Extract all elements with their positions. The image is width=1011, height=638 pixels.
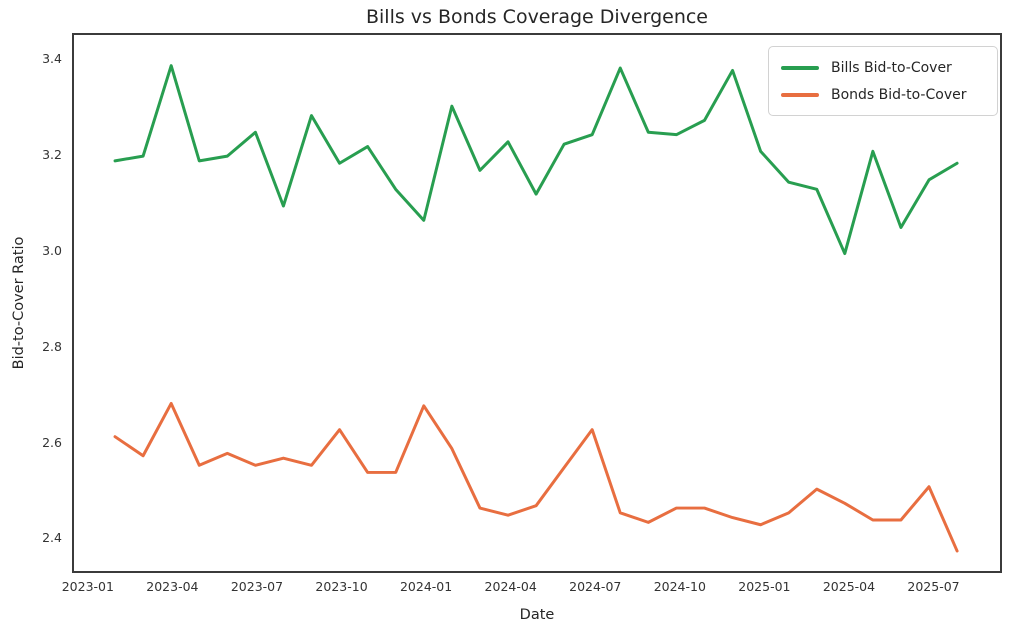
y-tick-label: 2.8 — [42, 338, 62, 354]
x-axis-label: Date — [519, 607, 555, 623]
x-tick-label: 2023-07 — [230, 579, 284, 594]
legend-item-bonds: Bonds Bid-to-Cover — [781, 81, 987, 108]
x-tick-label: 2024-01 — [399, 579, 453, 594]
y-tick-label: 2.6 — [42, 434, 62, 450]
x-tick-label: 2024-07 — [569, 579, 622, 594]
x-tick-label: 2023-04 — [146, 579, 199, 594]
y-tick-label: 3.0 — [42, 242, 62, 258]
series-line-bonds — [113, 401, 959, 553]
y-tick-label: 2.4 — [42, 530, 62, 546]
plot-area: Bills Bid-to-Cover Bonds Bid-to-Cover — [72, 33, 1002, 573]
x-tick-label: 2024-04 — [484, 579, 537, 594]
chart-title: Bills vs Bonds Coverage Divergence — [365, 6, 708, 28]
x-tick-label: 2025-01 — [738, 579, 791, 594]
x-tick-label: 2025-07 — [907, 579, 960, 594]
legend-item-bills: Bills Bid-to-Cover — [781, 54, 987, 81]
legend-swatch-line — [781, 65, 819, 70]
legend-swatch-line — [781, 92, 819, 97]
line-chart — [113, 64, 959, 553]
y-tick-label: 3.4 — [42, 51, 62, 67]
legend: Bills Bid-to-Cover Bonds Bid-to-Cover — [768, 46, 998, 116]
x-tick-label: 2024-10 — [653, 579, 706, 594]
legend-label: Bonds Bid-to-Cover — [831, 86, 967, 103]
x-tick-label: 2023-01 — [61, 579, 114, 594]
x-tick-label: 2023-10 — [315, 579, 368, 594]
legend-label: Bills Bid-to-Cover — [831, 59, 952, 76]
y-tick-label: 3.2 — [42, 146, 62, 162]
x-tick-label: 2025-04 — [822, 579, 876, 594]
series-line-bills — [113, 64, 959, 256]
